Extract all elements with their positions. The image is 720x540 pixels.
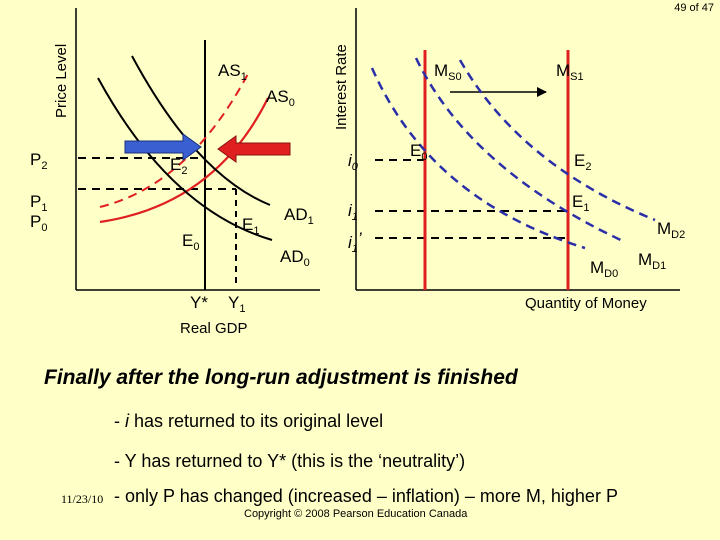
md0-curve [370,67,586,250]
diagram: Price Level Real GDP P2 P1 P0 Y* Y1 AS1 … [30,8,685,337]
i1-label: i1 [348,201,358,223]
left-x-axis-label: Real GDP [180,320,248,337]
slide-heading: Finally after the long-run adjustment is… [44,366,518,389]
bullet-2: - Y has returned to Y* (this is the ‘neu… [114,451,466,471]
slide-date: 11/23/10 [61,492,104,506]
ad0-label: AD0 [280,247,310,269]
right-x-axis-label: Quantity of Money [525,295,647,312]
as1-curve [99,69,251,208]
y1-label: Y1 [228,293,245,315]
ad1-curve [131,55,271,206]
right-e2-label: E2 [574,151,591,173]
e1-label: E1 [242,215,259,237]
as1-label: AS1 [218,61,247,83]
e0-label: E0 [182,231,199,253]
right-y-axis-label: Interest Rate [333,44,350,130]
i0-label: i0 [348,151,359,173]
copyright-notice: Copyright © 2008 Pearson Education Canad… [244,508,468,520]
as-curve [99,97,269,224]
page-number: 49 of 47 [674,2,714,14]
e2-label: E2 [170,155,187,177]
left-y-axis-label: Price Level [53,44,70,118]
ad-shift-arrow [124,133,202,161]
ms1-label: MS1 [556,61,584,83]
md1-label: MD1 [638,250,666,272]
i1-prime-label: i1’ [348,229,362,255]
md1-curve [414,57,626,244]
p2-label: P2 [30,150,47,172]
bullet-1: - i has returned to its original level [114,411,384,431]
md0-label: MD0 [590,258,618,280]
y-star-label: Y* [190,293,208,312]
right-e1-label: E1 [572,192,589,214]
ad0-curve [97,77,273,241]
right-e0-label: E0 [410,141,427,163]
md2-label: MD2 [657,219,685,241]
p1-label: P1 [30,192,47,214]
md2-curve [458,59,656,222]
ad1-label: AD1 [284,205,314,227]
as-shift-arrow [217,135,291,163]
p0-label: P0 [30,212,47,234]
bullet-3: - only P has changed (increased – inflat… [114,486,618,506]
ms0-label: MS0 [434,61,462,83]
as0-label: AS0 [266,87,295,109]
